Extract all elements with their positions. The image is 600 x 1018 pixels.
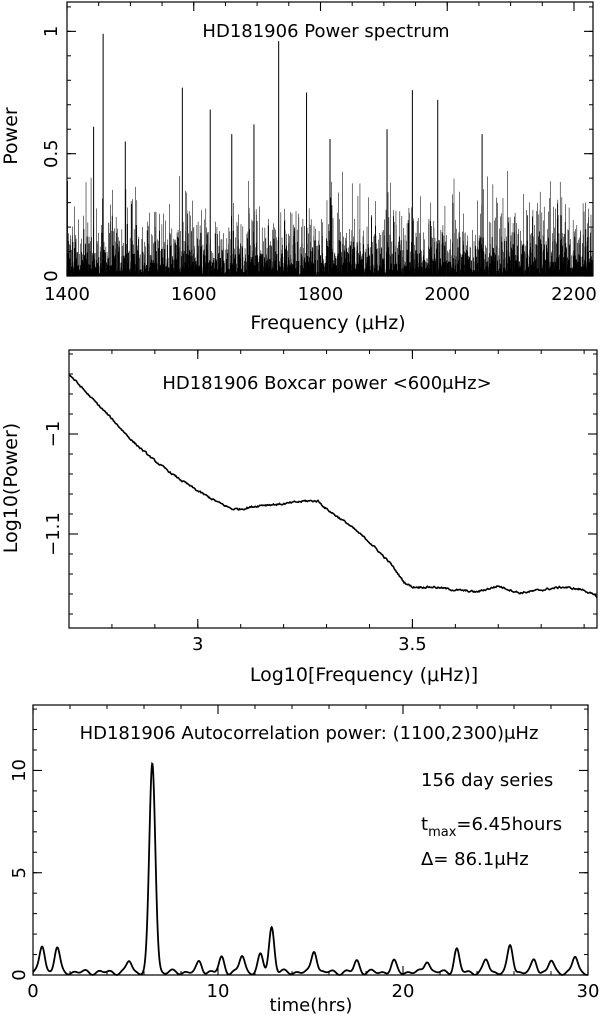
power-spectrum-panel: 1400 1600 1800 2000 2200 0 0.5 1 HD181906 Power…	[0, 1, 597, 334]
boxcar-data	[68, 373, 598, 599]
x-tick-label: 2000	[424, 284, 470, 305]
boxcar-frame	[68, 349, 598, 629]
autocorrelation-ticks: 0 10 20 30 0 5 10	[9, 705, 599, 1002]
x-tick-label: 20	[392, 981, 415, 1002]
y-tick-label: 5	[9, 867, 30, 878]
boxcar-y-axis-label: Log10(Power)	[0, 423, 22, 553]
power-spectrum-x-axis-label: Frequency (μHz)	[250, 312, 405, 334]
autocorrelation-series-line	[32, 761, 589, 976]
autocorrelation-annotation-tmax: tmax=6.45hours	[421, 814, 562, 840]
y-tick-label: 0.5	[41, 139, 62, 168]
x-tick-label: 0	[27, 981, 38, 1002]
y-tick-label: −1.1	[43, 512, 64, 556]
x-tick-label: 3.5	[398, 634, 427, 655]
autocorrelation-panel: 0 10 20 30 0 5 10 HD181906 Autocorrelation pow…	[9, 704, 599, 1016]
boxcar-ticks: 3 3.5 −1 −1.1	[43, 350, 597, 655]
y-tick-label: 0	[41, 270, 62, 281]
boxcar-x-axis-label: Log10[Frequency (μHz)]	[250, 664, 478, 686]
power-spectrum-ticks: 1400 1600 1800 2000 2200 0 0.5 1	[41, 2, 597, 305]
x-tick-label: 30	[577, 981, 600, 1002]
y-tick-label: 10	[9, 759, 30, 782]
autocorrelation-annotation-series: 156 day series	[421, 770, 553, 791]
x-tick-label: 1600	[171, 284, 217, 305]
autocorrelation-x-axis-label: time(hrs)	[270, 995, 353, 1016]
y-tick-label: 0	[9, 969, 30, 980]
power-spectrum-y-axis-label: Power	[0, 107, 22, 165]
boxcar-title: HD181906 Boxcar power <600μHz>	[162, 373, 491, 394]
autocorrelation-frame	[32, 704, 589, 976]
boxcar-panel: 3 3.5 −1 −1.1 HD181906 Boxcar power <600μHz…	[0, 349, 598, 686]
x-tick-label: 10	[207, 981, 230, 1002]
boxcar-series-line	[68, 373, 598, 599]
autocorrelation-annotation-delta: Δ= 86.1μHz	[421, 849, 529, 870]
autocorrelation-title: HD181906 Autocorrelation power: (1100,23…	[80, 723, 539, 744]
x-tick-label: 1800	[298, 284, 344, 305]
x-tick-label: 1400	[44, 284, 90, 305]
power-spectrum-frame	[66, 1, 594, 277]
power-spectrum-data	[66, 33, 594, 276]
y-tick-label: 1	[41, 26, 62, 37]
x-tick-label: 3	[192, 634, 203, 655]
autocorrelation-data	[32, 761, 589, 976]
power-spectrum-title: HD181906 Power spectrum	[202, 21, 449, 42]
y-tick-label: −1	[43, 421, 64, 448]
x-tick-label: 2200	[551, 284, 597, 305]
